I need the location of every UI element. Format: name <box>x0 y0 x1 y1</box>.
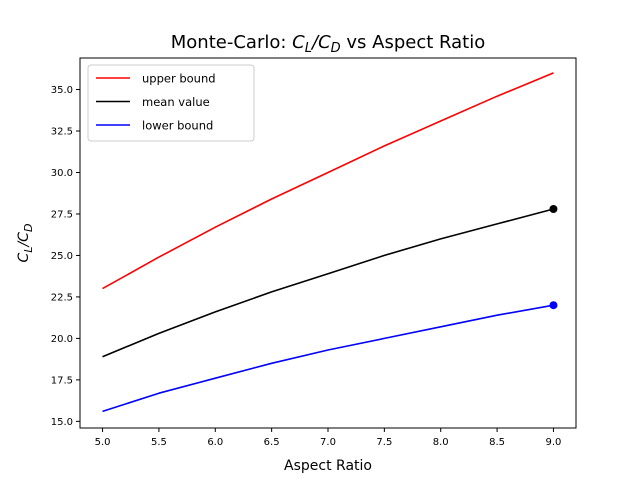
series-line-lower-bound <box>102 304 554 413</box>
series-line-upper-bound <box>102 72 554 290</box>
title-c2: C <box>318 32 331 53</box>
x-tick-label: 5.0 <box>95 437 111 448</box>
series-end-marker-mean-value <box>549 204 558 213</box>
y-tick-label: 22.5 <box>51 292 73 303</box>
title-suffix: vs Aspect Ratio <box>341 32 486 53</box>
y-axis-ticks: 15.0 17.5 20.0 22.5 25.0 27.5 30.0 32.5 35.0 <box>51 85 80 428</box>
title-sub-l: L <box>305 41 312 56</box>
title-sub-d: D <box>331 41 341 56</box>
legend-box <box>87 64 255 142</box>
x-tick-label: 5.5 <box>151 437 167 448</box>
chart-title: Monte-Carlo: CL/CD vs Aspect Ratio <box>171 32 485 56</box>
ylabel-slash: / <box>16 241 32 249</box>
y-tick-label: 32.5 <box>51 127 73 138</box>
axes-frame <box>79 57 577 429</box>
legend-label-mean-value: mean value <box>142 95 210 109</box>
legend-label-lower-bound: lower bound <box>142 119 213 133</box>
x-tick-label: 7.0 <box>320 437 336 448</box>
ylabel-c2: C <box>16 232 32 242</box>
ylabel-c1: C <box>16 252 32 262</box>
legend: upper bound mean value lower bound <box>87 64 255 142</box>
legend-label-upper-bound: upper bound <box>142 72 216 86</box>
series-end-marker-lower-bound <box>549 301 558 310</box>
x-tick-label: 6.0 <box>207 437 223 448</box>
x-tick-label: 8.0 <box>433 437 449 448</box>
x-axis-label: Aspect Ratio <box>284 458 372 474</box>
y-tick-label: 25.0 <box>51 251 73 262</box>
title-prefix: Monte-Carlo: <box>171 32 292 53</box>
title-slash: / <box>310 32 320 53</box>
x-tick-label: 7.5 <box>376 437 392 448</box>
ylabel-sub-d: D <box>22 224 35 232</box>
title-c1: C <box>292 32 305 53</box>
y-tick-label: 27.5 <box>51 209 73 220</box>
series-line-mean-value <box>102 208 554 358</box>
x-tick-label: 6.5 <box>264 437 280 448</box>
y-tick-label: 30.0 <box>51 168 73 179</box>
x-axis-ticks: 5.0 5.5 6.0 6.5 7.0 7.5 8.0 8.5 9.0 <box>95 428 562 448</box>
plot-area <box>102 72 558 413</box>
y-tick-label: 17.5 <box>51 375 73 386</box>
y-tick-label: 15.0 <box>51 417 73 428</box>
x-tick-label: 8.5 <box>489 437 505 448</box>
y-tick-label: 35.0 <box>51 85 73 96</box>
y-axis-label: CL/CD <box>16 224 35 263</box>
y-tick-label: 20.0 <box>51 334 73 345</box>
ylabel-sub-l: L <box>22 247 35 253</box>
x-tick-label: 9.0 <box>546 437 562 448</box>
